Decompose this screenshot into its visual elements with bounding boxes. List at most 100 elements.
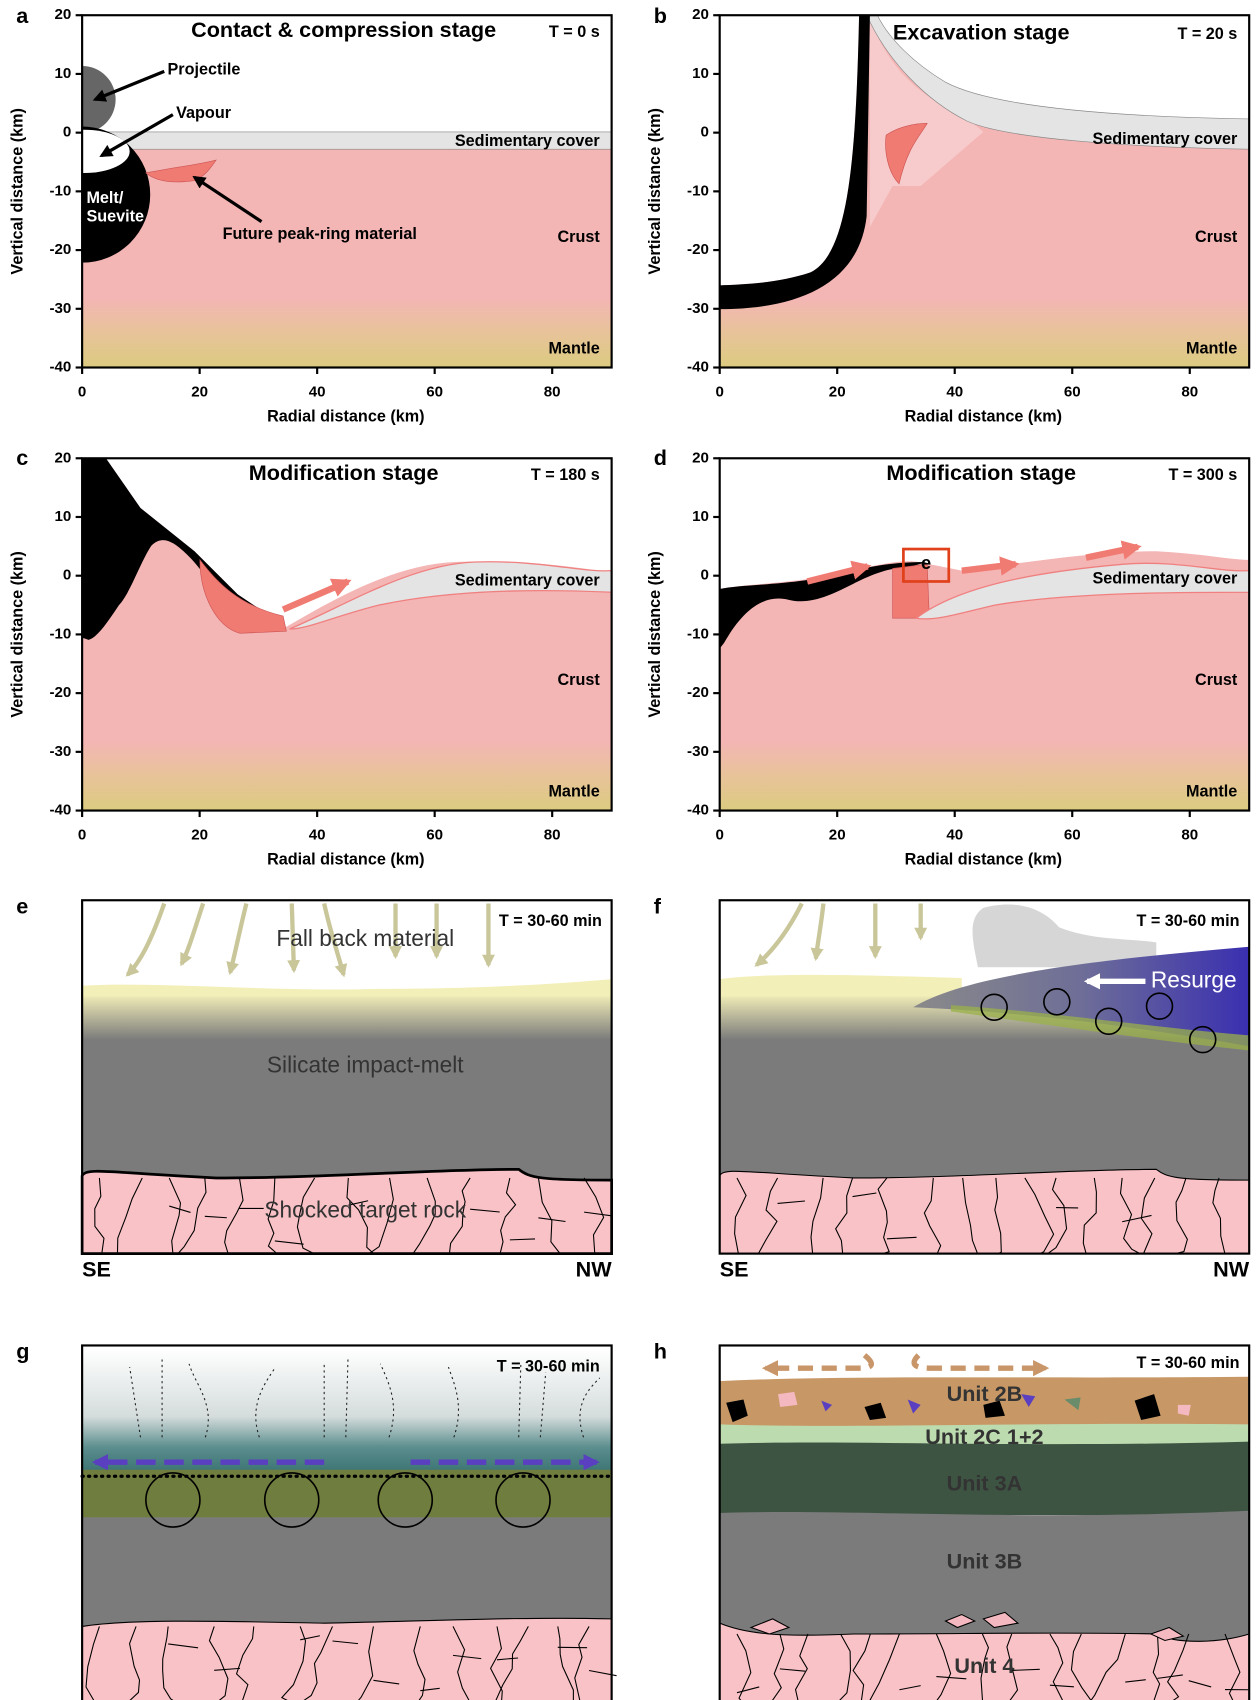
y-tick-label: 10	[55, 508, 72, 525]
y-tick-label: -20	[49, 241, 71, 258]
annotation: Resurge	[1151, 966, 1237, 992]
y-tick-label: -40	[687, 802, 709, 819]
y-tick-label: 0	[63, 124, 71, 141]
y-tick-label: 10	[55, 65, 72, 82]
panel-letter: a	[16, 3, 29, 28]
annotation: Mantle	[548, 339, 599, 357]
y-axis-title: Vertical distance (km)	[9, 108, 27, 274]
y-tick-label: -40	[49, 359, 71, 376]
annotation: Sedimentary cover	[1092, 570, 1238, 588]
time-label: T = 30-60 min	[1136, 912, 1239, 930]
transition	[82, 996, 612, 1041]
x-tick-label: 20	[829, 383, 846, 400]
y-tick-label: 0	[700, 567, 708, 584]
target-rock	[82, 1618, 612, 1700]
y-tick-label: -30	[49, 743, 71, 760]
y-axis-title: Vertical distance (km)	[9, 551, 27, 717]
annotation: Melt/	[86, 189, 123, 207]
stage-title: Modification stage	[249, 460, 439, 485]
page: T = 0 sContact & compression stage20100-…	[0, 0, 1260, 1700]
x-tick-label: 80	[1181, 383, 1198, 400]
y-tick-label: 20	[692, 449, 709, 466]
y-tick-label: 20	[55, 6, 72, 23]
annotation: Unit 3A	[947, 1471, 1023, 1496]
panel-letter: f	[654, 894, 662, 919]
direction-label: SE	[720, 1257, 749, 1282]
annotation: Sedimentary cover	[455, 132, 601, 150]
annotation: Vapour	[176, 104, 232, 122]
impact-melt	[720, 1040, 1250, 1180]
x-axis-title: Radial distance (km)	[905, 407, 1062, 425]
annotation: Sedimentary cover	[455, 572, 601, 590]
time-label: T = 20 s	[1177, 25, 1237, 43]
annotation: e	[921, 552, 931, 573]
x-tick-label: 80	[544, 826, 561, 843]
y-tick-label: -10	[49, 625, 71, 642]
panel-e: T = 30-60 min Fall back material Silicate …	[82, 900, 612, 1281]
x-tick-label: 20	[829, 826, 846, 843]
x-tick-label: 0	[78, 383, 86, 400]
annotation: Sedimentary cover	[1092, 130, 1238, 148]
y-tick-label: -30	[687, 300, 709, 317]
y-axis-title: Vertical distance (km)	[646, 551, 664, 717]
panel-letter: b	[654, 3, 667, 28]
time-label: T = 30-60 min	[499, 912, 602, 930]
target-rock	[720, 1169, 1250, 1253]
y-tick-label: -40	[687, 359, 709, 376]
x-axis-title: Radial distance (km)	[267, 407, 424, 425]
time-label: T = 300 s	[1168, 466, 1237, 484]
x-tick-label: 80	[1181, 826, 1198, 843]
stage-title: Contact & compression stage	[191, 17, 496, 42]
y-tick-label: -30	[687, 743, 709, 760]
x-axis-title: Radial distance (km)	[905, 851, 1062, 869]
stage-title: Modification stage	[886, 460, 1076, 485]
panel-g: T = 30-60 min	[82, 1345, 616, 1700]
x-tick-label: 60	[426, 826, 443, 843]
x-tick-label: 0	[78, 826, 86, 843]
y-tick-label: -20	[687, 241, 709, 258]
y-tick-label: 0	[63, 567, 71, 584]
stage-title: Excavation stage	[893, 19, 1070, 44]
panel-letter: d	[654, 445, 667, 470]
y-tick-label: 10	[692, 65, 709, 82]
x-tick-label: 0	[715, 383, 723, 400]
panel-letter: h	[654, 1339, 667, 1364]
x-tick-label: 80	[544, 383, 561, 400]
x-tick-label: 40	[309, 383, 326, 400]
annotation: Crust	[1195, 228, 1238, 246]
y-tick-label: 0	[700, 124, 708, 141]
direction-label: NW	[1213, 1257, 1250, 1282]
annotation: Silicate impact-melt	[267, 1052, 464, 1078]
y-tick-label: -40	[49, 802, 71, 819]
figure: T = 0 sContact & compression stage20100-…	[0, 0, 1260, 1700]
annotation: Unit 2C 1+2	[925, 1424, 1043, 1449]
annotation: Mantle	[1186, 339, 1237, 357]
x-tick-label: 20	[191, 826, 208, 843]
y-tick-label: -10	[687, 625, 709, 642]
panel-letter: e	[16, 894, 28, 919]
panel-d: T = 300 sModification stage20100-10-20-3…	[646, 449, 1249, 868]
panel-f: T = 30-60 min Resurge SE NW	[720, 900, 1250, 1281]
annotation: Projectile	[167, 61, 240, 79]
y-axis-title: Vertical distance (km)	[646, 108, 664, 274]
x-tick-label: 20	[191, 383, 208, 400]
annotation: Mantle	[548, 782, 599, 800]
x-tick-label: 0	[715, 826, 723, 843]
annotation: Unit 3B	[947, 1548, 1023, 1573]
panel-letter: c	[16, 445, 28, 470]
annotation: Unit 4	[954, 1653, 1014, 1678]
direction-label: SE	[82, 1257, 111, 1282]
fall-back-layer	[720, 975, 962, 1000]
y-tick-label: -20	[687, 684, 709, 701]
time-label: T = 30-60 min	[497, 1357, 600, 1375]
time-label: T = 30-60 min	[1136, 1354, 1239, 1372]
y-tick-label: -20	[49, 684, 71, 701]
x-tick-label: 40	[946, 826, 963, 843]
y-tick-label: 20	[692, 6, 709, 23]
annotation: Shocked target rock	[264, 1196, 466, 1222]
y-tick-label: -10	[49, 182, 71, 199]
annotation: Future peak-ring material	[223, 225, 417, 243]
annotation: Crust	[1195, 671, 1238, 689]
annotation: Fall back material	[276, 925, 454, 951]
annotation: Unit 2B	[947, 1381, 1023, 1406]
